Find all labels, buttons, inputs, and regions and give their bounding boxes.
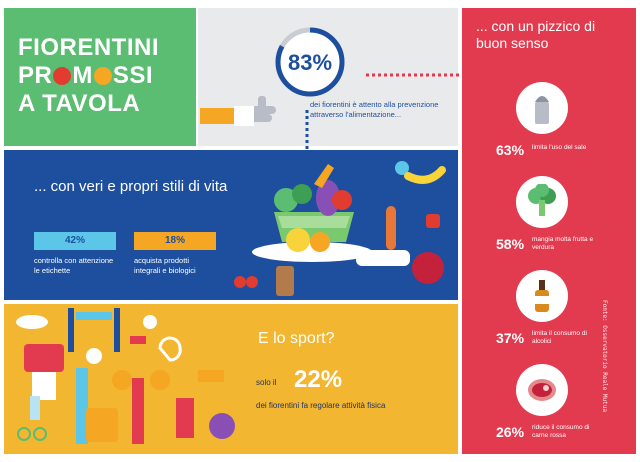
sense-title: ... con un pizzico di buon senso <box>476 18 596 51</box>
orange-o-icon <box>93 67 112 85</box>
sense-label-meat: riduce il consumo di carne rossa <box>532 424 590 439</box>
sense-label-vegetables: mangia molta frutta e verdura <box>532 236 594 251</box>
percent-ring-83 <box>275 27 345 97</box>
sport-desc: dei fiorentini fa regolare attività fisi… <box>256 401 386 410</box>
labels-stat-box: 42% <box>34 232 116 250</box>
sport-solo: solo il <box>256 378 277 387</box>
title-panel: FIORENTINI PR M SSI A TAVOLA <box>4 8 196 146</box>
sport-title: E lo sport? <box>258 330 335 347</box>
lifestyle-panel <box>4 150 458 300</box>
sense-percent-salt: 63% <box>496 142 525 158</box>
stat-caption: dei fiorentini è attento alla prevenzion… <box>310 100 439 119</box>
steak-icon <box>528 379 556 401</box>
tomato-o-icon <box>53 67 72 85</box>
organic-stat-box: 18% <box>134 232 216 250</box>
sport-illustration <box>16 308 235 444</box>
sport-percent: 22% <box>294 366 343 393</box>
organic-stat-text: acquista prodotti integrali e biologici <box>134 256 196 275</box>
sense-percent-alcohol: 37% <box>496 330 525 346</box>
broccoli-icon <box>528 184 556 216</box>
bottle-icon <box>535 280 549 312</box>
dotted-arrow-right-icon <box>366 68 476 82</box>
sense-label-alcohol: limita il consumo di alcolici <box>532 330 587 345</box>
stat-percent: 83% <box>287 50 333 75</box>
sense-percent-meat: 26% <box>496 424 525 440</box>
lifestyle-title: ... con veri e propri stili di vita <box>34 178 228 195</box>
sense-label-salt: limita l'uso del sale <box>532 144 587 151</box>
dotted-arrow-down-icon <box>300 110 314 160</box>
healthy-food-illustration <box>234 161 446 296</box>
sense-percent-vegetables: 58% <box>496 236 525 252</box>
infographic-title: FIORENTINI PR M SSI A TAVOLA <box>18 34 159 117</box>
labels-stat-text: controlla con attenzione le etichette <box>34 256 114 275</box>
salt-shaker-icon <box>535 96 549 124</box>
source-note: Fonte: Osservatorio Reale Mutua <box>601 300 608 412</box>
thumbs-up-icon <box>200 96 276 126</box>
